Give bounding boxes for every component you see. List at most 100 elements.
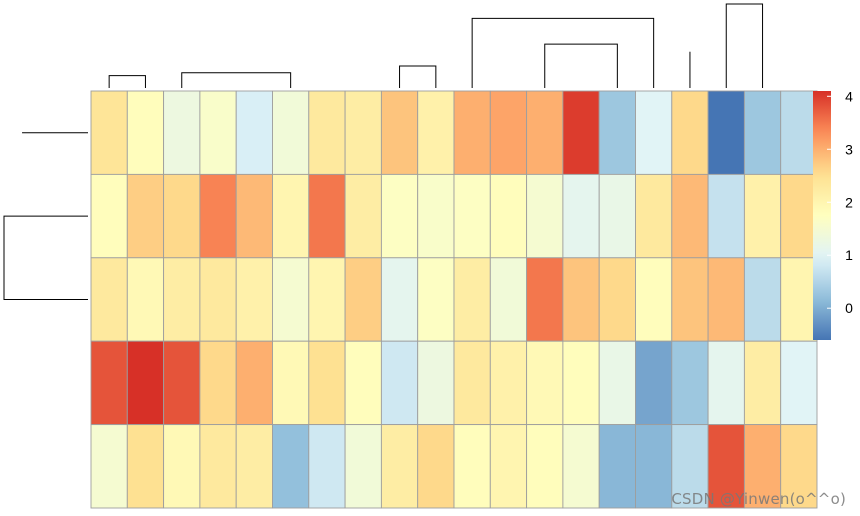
- heatmap-cell-r2-c8: [344, 173, 382, 259]
- heatmap-cell-r1-c7: [308, 90, 346, 175]
- heatmap-cell-r4-c19: [743, 340, 782, 426]
- heatmap-cell-r5-c17: [671, 424, 709, 509]
- heatmap-cell-r5-c12: [489, 424, 528, 509]
- heatmap-cell-r5-c15: [598, 424, 636, 509]
- heatmap-cell-r4-c20: [780, 340, 818, 426]
- heatmap-cell-r3-c6: [272, 257, 310, 342]
- heatmap-cell-r4-c8: [344, 340, 382, 426]
- heatmap-cell-r1-c12: [489, 90, 528, 175]
- heatmap-cell-r3-c11: [453, 257, 491, 342]
- heatmap-cell-r1-c3: [163, 90, 201, 175]
- column-dendrogram-link-17: [471, 17, 655, 88]
- legend-tick-label-3: 3: [845, 141, 853, 157]
- heatmap-cell-r4-c13: [526, 340, 564, 426]
- heatmap-cell-r1-c9: [380, 90, 419, 175]
- heatmap-cell-r2-c14: [562, 173, 600, 259]
- heatmap-cell-r4-c10: [417, 340, 455, 426]
- heatmap-cell-r1-c5: [235, 90, 273, 175]
- heatmap-cell-r1-c4: [199, 90, 237, 175]
- heatmap-cell-r2-c4: [199, 173, 237, 259]
- heatmap-cell-r1-c8: [344, 90, 382, 175]
- heatmap-cell-r4-c15: [598, 340, 636, 426]
- heatmap-cell-r4-c2: [126, 340, 165, 426]
- heatmap-cell-r2-c6: [272, 173, 310, 259]
- heatmap-cell-r2-c18: [707, 173, 745, 259]
- heatmap-cell-r5-c1: [90, 424, 128, 509]
- heatmap-cell-r1-c17: [671, 90, 709, 175]
- heatmap-cell-r5-c3: [163, 424, 201, 509]
- heatmap-cell-r5-c2: [126, 424, 165, 509]
- heatmap-cell-r3-c20: [780, 257, 818, 342]
- heatmap-cell-r4-c17: [671, 340, 709, 426]
- heatmap-cell-r3-c9: [380, 257, 419, 342]
- column-dendrogram-link-16: [544, 43, 618, 88]
- heatmap-cell-r4-c18: [707, 340, 745, 426]
- heatmap-cell-r1-c20: [780, 90, 818, 175]
- heatmap-cell-r5-c10: [417, 424, 455, 509]
- column-dendrogram-link-19: [725, 3, 764, 88]
- heatmap-cell-r2-c9: [380, 173, 419, 259]
- heatmap-cell-r4-c7: [308, 340, 346, 426]
- heatmap-cell-r2-c1: [90, 173, 128, 259]
- heatmap-cell-r2-c15: [598, 173, 636, 259]
- heatmap-cell-r1-c13: [526, 90, 564, 175]
- heatmap-cell-r3-c8: [344, 257, 382, 342]
- heatmap-cell-r3-c12: [489, 257, 528, 342]
- heatmap-cell-r4-c6: [272, 340, 310, 426]
- heatmap-cell-r3-c10: [417, 257, 455, 342]
- row-dendrogram-link-4: [3, 215, 88, 300]
- heatmap-cell-r4-c12: [489, 340, 528, 426]
- heatmap-cell-r5-c8: [344, 424, 382, 509]
- column-dendrogram: [108, 3, 764, 88]
- heatmap-cell-r3-c3: [163, 257, 201, 342]
- heatmap-cell-r5-c9: [380, 424, 419, 509]
- heatmap-cell-r5-c20: [780, 424, 818, 509]
- heatmap-cell-r5-c11: [453, 424, 491, 509]
- heatmap-cell-r1-c15: [598, 90, 636, 175]
- heatmap-cell-r2-c19: [743, 173, 782, 259]
- heatmap-cell-r3-c16: [635, 257, 673, 342]
- heatmap-cell-r2-c10: [417, 173, 455, 259]
- heatmap-cell-r4-c1: [90, 340, 128, 426]
- heatmap-cell-r4-c4: [199, 340, 237, 426]
- heatmap-cell-r5-c4: [199, 424, 237, 509]
- column-dendrogram-link-10: [181, 72, 292, 88]
- heatmap-cell-r3-c13: [526, 257, 564, 342]
- watermark: CSDN @Yinwen(o^^o): [671, 490, 846, 508]
- heatmap-cell-r2-c2: [126, 173, 165, 259]
- heatmap-cell-r3-c17: [671, 257, 709, 342]
- heatmap-cells: [90, 90, 818, 509]
- heatmap-cell-r1-c6: [272, 90, 310, 175]
- heatmap-cell-r3-c18: [707, 257, 745, 342]
- heatmap-cell-r5-c14: [562, 424, 600, 509]
- heatmap-cell-r1-c19: [743, 90, 782, 175]
- heatmap-cell-r4-c11: [453, 340, 491, 426]
- heatmap-cell-r1-c11: [453, 90, 491, 175]
- heatmap-cell-r1-c14: [562, 90, 600, 175]
- heatmap-cell-r3-c1: [90, 257, 128, 342]
- heatmap-cell-r2-c7: [308, 173, 346, 259]
- heatmap-cell-r2-c11: [453, 173, 491, 259]
- heatmap-cell-r2-c5: [235, 173, 273, 259]
- heatmap-cell-r1-c16: [635, 90, 673, 175]
- row-dendrogram: [4, 133, 88, 300]
- heatmap-cell-r2-c16: [635, 173, 673, 259]
- heatmap-cell-r3-c5: [235, 257, 273, 342]
- column-dendrogram-link-11: [399, 65, 437, 88]
- heatmap-cell-r5-c6: [272, 424, 310, 509]
- heatmap-cell-r1-c18: [707, 90, 745, 175]
- heatmap-cell-r3-c19: [743, 257, 782, 342]
- heatmap-cell-r5-c18: [707, 424, 745, 509]
- legend-tick-label-2: 2: [845, 194, 853, 210]
- heatmap-cell-r4-c9: [380, 340, 419, 426]
- heatmap-cell-r4-c5: [235, 340, 273, 426]
- heatmap-cell-r5-c7: [308, 424, 346, 509]
- column-dendrogram-link-3: [108, 75, 146, 88]
- heatmap-cell-r1-c1: [90, 90, 128, 175]
- heatmap-cell-r5-c5: [235, 424, 273, 509]
- heatmap-cell-r1-c2: [126, 90, 165, 175]
- heatmap-cell-r2-c20: [780, 173, 818, 259]
- heatmap-cell-r3-c7: [308, 257, 346, 342]
- heatmap-cell-r3-c14: [562, 257, 600, 342]
